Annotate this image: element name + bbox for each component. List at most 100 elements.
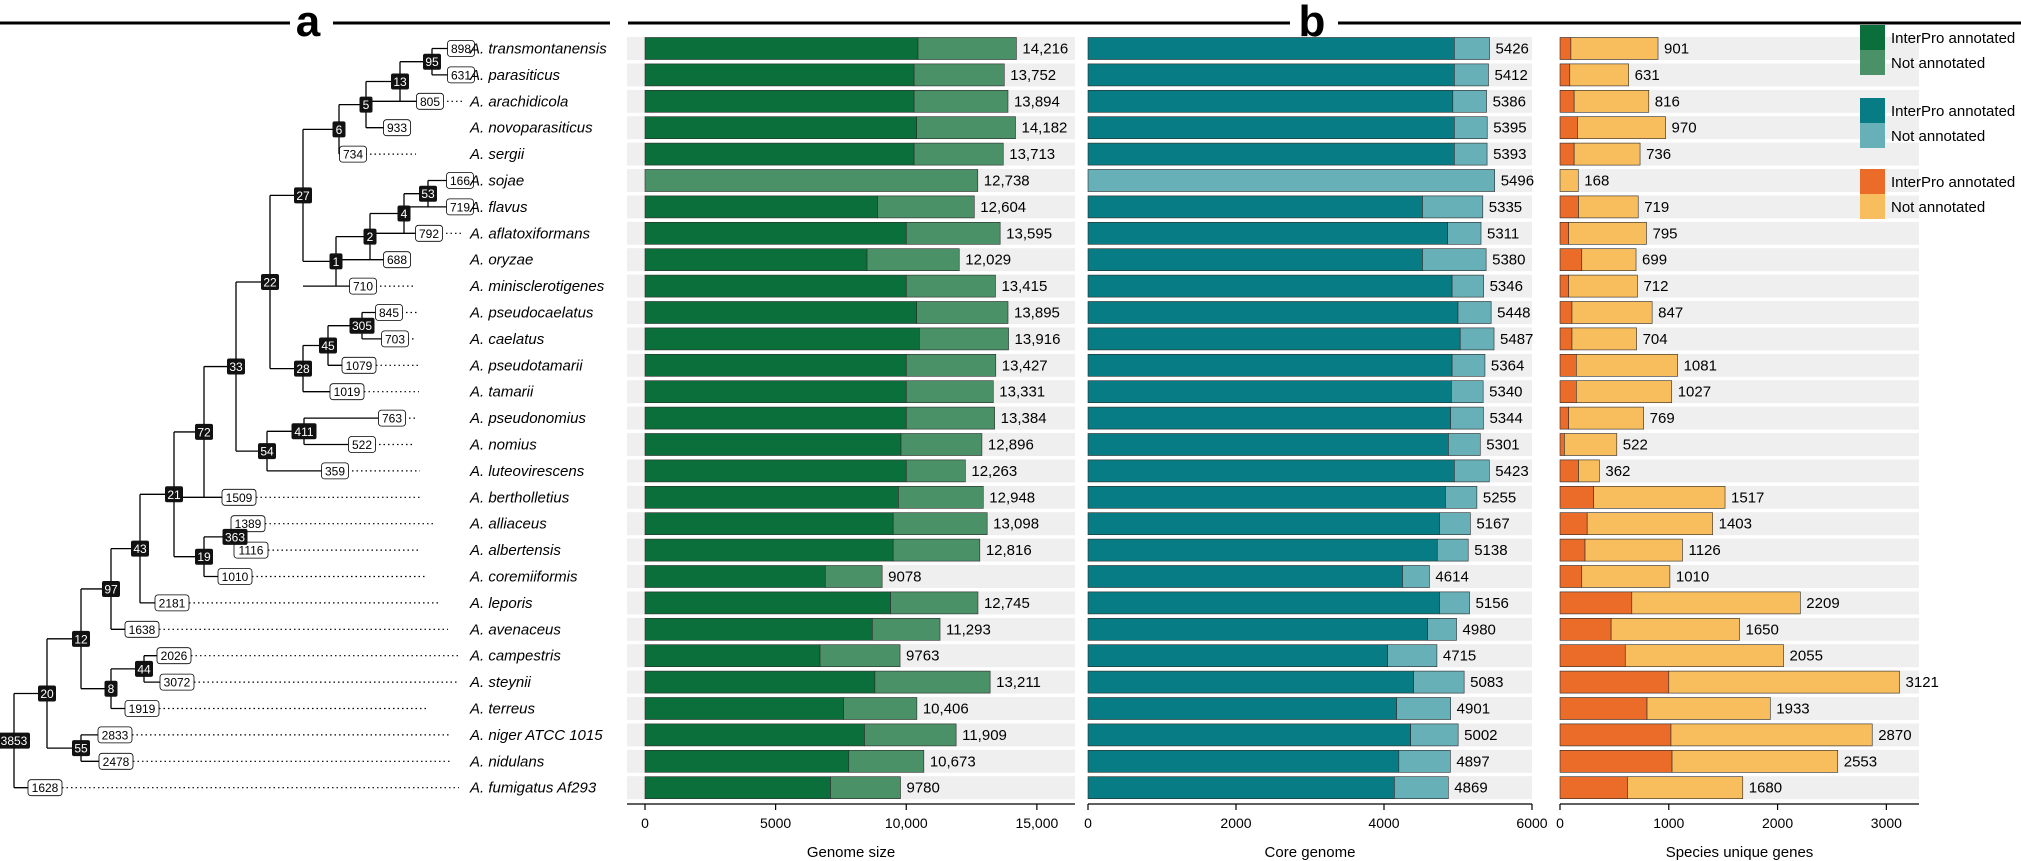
bar-annotated xyxy=(644,327,920,351)
bar-not-annotated xyxy=(1586,512,1713,536)
bar-value-label: 631 xyxy=(1635,67,1660,84)
bar-panel: 14,216 13,752 13,894 14,182 13,713 12,738 12,6… xyxy=(627,37,1075,861)
species-label: A. terreus xyxy=(469,701,536,718)
tree-leaf-count: 792 xyxy=(419,227,439,241)
species-label: A. tamarii xyxy=(469,384,534,401)
legend-label: Not annotated xyxy=(1891,128,1985,145)
bar-annotated xyxy=(1559,459,1579,483)
bar-annotated xyxy=(1559,116,1578,139)
tree-node-badge xyxy=(165,486,183,503)
bar-value-label: 4614 xyxy=(1435,569,1468,586)
bar-annotated xyxy=(644,380,907,404)
legend-label: InterPro annotated xyxy=(1891,30,2015,47)
tree-node-badge xyxy=(294,360,312,377)
species-label: A. avenaceus xyxy=(469,621,561,638)
bar-value-label: 5487 xyxy=(1500,331,1533,348)
bar-annotated xyxy=(1559,776,1628,800)
bar-value-label: 5496 xyxy=(1501,173,1534,190)
bar-value-label: 1403 xyxy=(1719,516,1752,533)
bar-annotated xyxy=(1559,644,1626,668)
bar-panels: 14,216 13,752 13,894 14,182 13,713 12,738 12,6… xyxy=(627,37,1939,861)
bar-not-annotated xyxy=(1454,142,1488,166)
bar-value-label: 12,896 xyxy=(988,437,1034,454)
tree-leaf-count: 1116 xyxy=(239,544,264,558)
species-label: A. sojae xyxy=(469,173,524,190)
bar-annotated xyxy=(1559,617,1612,641)
bar-not-annotated xyxy=(830,776,901,800)
bar-value-label: 12,816 xyxy=(986,542,1032,559)
bar-not-annotated xyxy=(1422,248,1487,271)
bar-value-label: 1680 xyxy=(1749,780,1782,797)
tree-leaf-badge xyxy=(341,356,377,374)
tree-leaf-badge xyxy=(416,92,444,110)
bar-value-label: 5448 xyxy=(1497,305,1530,322)
bar-not-annotated xyxy=(905,380,994,404)
tree-node-count: 43 xyxy=(133,542,147,556)
tree-node-count: 33 xyxy=(229,360,243,374)
tree-node-count: 22 xyxy=(263,275,277,289)
bar-not-annotated xyxy=(1396,697,1451,720)
bar-annotated xyxy=(644,617,873,641)
bar-not-annotated xyxy=(1581,248,1637,271)
bar-not-annotated xyxy=(1454,63,1489,87)
tree-leaf-count: 2026 xyxy=(161,649,188,663)
bar-annotated xyxy=(1559,538,1586,562)
species-label: A. pseudocaelatus xyxy=(469,305,594,322)
bar-value-label: 13,098 xyxy=(993,516,1039,533)
bar-annotated xyxy=(1087,591,1440,615)
bar-not-annotated xyxy=(866,248,960,271)
tree-leaf-count: 1638 xyxy=(129,623,156,637)
bar-value-label: 13,211 xyxy=(996,674,1041,691)
bar-annotated xyxy=(1087,63,1455,87)
bar-annotated xyxy=(1087,301,1459,324)
bar-value-label: 795 xyxy=(1652,225,1677,242)
x-tick-label: 4000 xyxy=(1368,815,1399,831)
tree-leaf-badge xyxy=(27,779,63,797)
bar-not-annotated xyxy=(1578,195,1639,219)
tree-leaf-badge xyxy=(156,647,192,665)
bar-not-annotated xyxy=(1436,538,1469,562)
bar-not-annotated xyxy=(1576,380,1673,404)
bar-not-annotated xyxy=(913,142,1004,166)
tree-node-badge xyxy=(349,317,375,334)
bar-value-label: 1933 xyxy=(1776,701,1809,718)
bar-annotated xyxy=(644,538,894,562)
tree-node-badge xyxy=(261,273,279,290)
tree-node-count: 45 xyxy=(321,339,335,353)
bar-not-annotated xyxy=(1387,644,1438,668)
tree-leaf-badge xyxy=(233,541,269,559)
bar-not-annotated xyxy=(848,749,925,773)
bar-annotated xyxy=(644,591,891,615)
bar-not-annotated xyxy=(1448,433,1481,456)
bar-annotated xyxy=(1087,380,1452,404)
bar-not-annotated xyxy=(871,617,941,641)
bar-value-label: 5393 xyxy=(1493,146,1526,163)
bar-not-annotated xyxy=(1394,776,1449,800)
tree-leaf-badge xyxy=(375,304,403,321)
x-tick-label: 1000 xyxy=(1653,815,1684,831)
tree-leaf-count: 1919 xyxy=(129,702,156,716)
tree-leaf-badge xyxy=(321,462,349,480)
bar-not-annotated xyxy=(892,538,981,562)
species-label: A. arachidicola xyxy=(469,93,568,110)
tree-node-badge xyxy=(195,423,213,440)
bar-not-annotated xyxy=(892,512,988,536)
bar-value-label: 5138 xyxy=(1474,542,1507,559)
bar-annotated xyxy=(1087,644,1389,668)
bar-not-annotated xyxy=(1593,485,1726,509)
bar-annotated xyxy=(644,195,878,219)
species-label: A. oryzae xyxy=(469,252,533,269)
bar-value-label: 712 xyxy=(1643,278,1668,295)
tree-node-badge xyxy=(397,205,411,222)
bar-annotated xyxy=(1087,142,1455,166)
bar-not-annotated xyxy=(1564,433,1618,456)
tree-leaf-count: 703 xyxy=(385,332,405,346)
bar-value-label: 2553 xyxy=(1844,753,1877,770)
bar-value-label: 1010 xyxy=(1676,569,1709,586)
x-tick-label: 6000 xyxy=(1516,815,1547,831)
bar-annotated xyxy=(1559,301,1573,324)
tree-leaf-count: 3072 xyxy=(164,676,191,690)
tree-leaf-badge xyxy=(154,594,190,612)
row-band xyxy=(1560,327,1919,351)
